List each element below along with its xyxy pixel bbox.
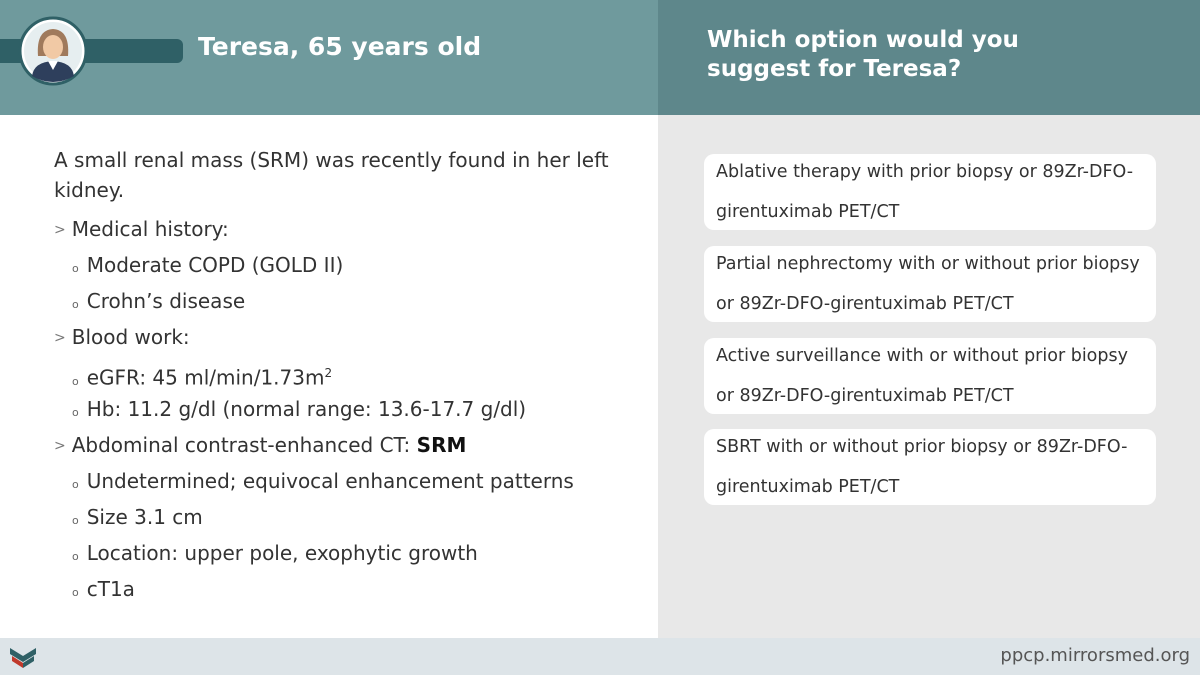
bullet: eGFR: 45 ml/min/1.73m2 (54, 355, 634, 391)
bullet: Hb: 11.2 g/dl (normal range: 13.6-17.7 g… (54, 391, 634, 427)
section-heading: Medical history: (54, 211, 634, 247)
bullet: cT1a (54, 571, 634, 607)
bullet: Undetermined; equivocal enhancement patt… (54, 463, 634, 499)
footer-url[interactable]: ppcp.mirrorsmed.org (1000, 645, 1190, 666)
bullet: Moderate COPD (GOLD II) (54, 247, 634, 283)
heading-emphasis: SRM (416, 433, 467, 457)
section-heading: Abdominal contrast-enhanced CT: SRM (54, 427, 634, 463)
bullet-text: Undetermined; equivocal enhancement patt… (86, 469, 574, 493)
heading-text: Abdominal contrast-enhanced CT: (71, 433, 411, 457)
footer (0, 638, 1200, 675)
option[interactable]: SBRT with or without prior biopsy or 89Z… (704, 429, 1156, 505)
question: Which option would you suggest for Teres… (707, 27, 1019, 82)
option-text: Partial nephrectomy with or without prio… (716, 254, 1140, 314)
bullet: Size 3.1 cm (54, 499, 634, 535)
superscript: 2 (324, 366, 333, 380)
option[interactable]: Partial nephrectomy with or without prio… (704, 246, 1156, 322)
patient-name: Teresa, 65 years old (198, 32, 482, 61)
section-heading: Blood work: (54, 319, 634, 355)
bullet: Crohn’s disease (54, 283, 634, 319)
bullet-text: eGFR: 45 ml/min/1.73m (86, 365, 325, 390)
bullet-text: cT1a (86, 577, 135, 601)
bullet-text: Size 3.1 cm (86, 505, 203, 529)
logo (10, 648, 36, 668)
bullet-text: Moderate COPD (GOLD II) (86, 253, 344, 277)
bullet-text: Crohn’s disease (86, 289, 246, 313)
avatar (18, 16, 88, 86)
option-text: SBRT with or without prior biopsy or 89Z… (716, 437, 1128, 497)
bullet-text: Location: upper pole, exophytic growth (86, 541, 478, 565)
case-description: A small renal mass (SRM) was recently fo… (54, 145, 634, 607)
option[interactable]: Ablative therapy with prior biopsy or 89… (704, 154, 1156, 230)
option-text: Active surveillance with or without prio… (716, 346, 1128, 406)
bullet: Location: upper pole, exophytic growth (54, 535, 634, 571)
intro: A small renal mass (SRM) was recently fo… (54, 148, 609, 202)
option[interactable]: Active surveillance with or without prio… (704, 338, 1156, 414)
option-text: Ablative therapy with prior biopsy or 89… (716, 162, 1134, 222)
header-right (658, 0, 1200, 115)
bullet-text: Hb: 11.2 g/dl (normal range: 13.6-17.7 g… (86, 397, 527, 421)
